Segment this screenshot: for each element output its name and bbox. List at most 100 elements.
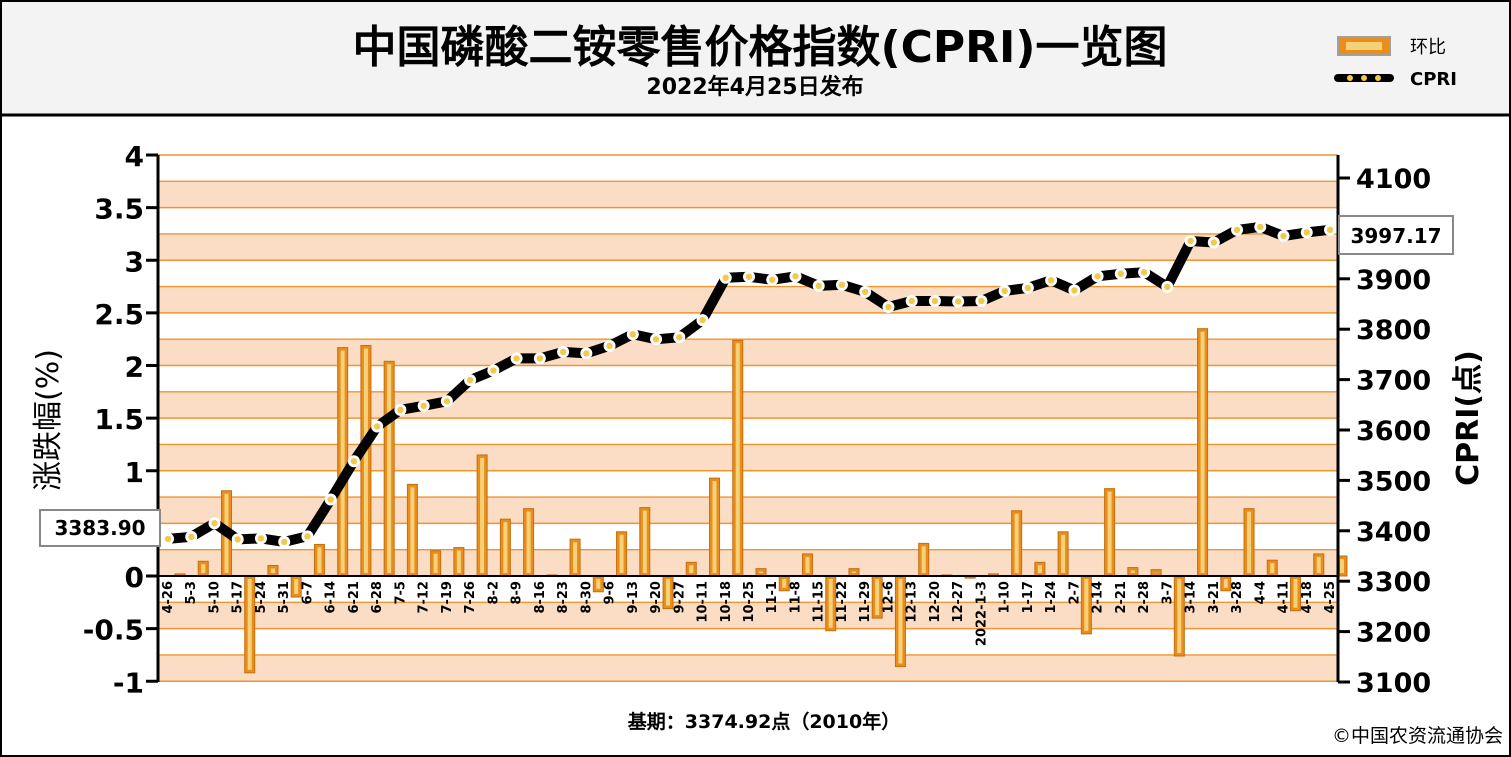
cpri-point	[792, 273, 799, 280]
category-label: 10-18	[719, 581, 734, 623]
bar-highlight	[689, 565, 694, 573]
category-label: 3-28	[1230, 581, 1245, 614]
bar-highlight	[805, 556, 810, 573]
cpri-point	[373, 423, 381, 430]
cpri-point	[908, 297, 915, 305]
y-right-title: CPRI(点)	[1451, 350, 1486, 486]
category-label: 7-19	[440, 581, 455, 614]
category-label: 1-17	[1021, 581, 1036, 614]
category-label: 3-14	[1184, 581, 1199, 614]
bar-highlight	[666, 579, 671, 606]
legend: 环比 CPRI	[1334, 36, 1457, 90]
cpri-point	[559, 348, 567, 356]
legend-bar-label: 环比	[1410, 37, 1446, 58]
category-label: 1-10	[998, 581, 1013, 614]
y-right-tick-label: 4100	[1356, 164, 1431, 195]
bar-highlight	[340, 350, 345, 573]
category-label: 2-28	[1137, 581, 1152, 614]
cpri-point	[350, 458, 358, 465]
bar-highlight	[1200, 331, 1205, 573]
category-label: 2-7	[1067, 581, 1082, 605]
category-label: 9-13	[626, 581, 641, 614]
cpri-point	[1280, 232, 1287, 240]
header-panel	[2, 2, 1509, 115]
category-label: 6-21	[347, 581, 362, 614]
y-right-tick-label: 3200	[1356, 618, 1431, 649]
y-left-tick-label: 1	[125, 456, 144, 489]
category-label: 2-21	[1114, 581, 1129, 614]
cpri-point	[1233, 226, 1241, 234]
cpri-point	[397, 406, 404, 414]
bar-highlight	[526, 511, 531, 573]
cpri-point	[1257, 223, 1264, 231]
bar-highlight	[1247, 511, 1252, 573]
callout-left-box	[39, 509, 161, 547]
category-label: 7-26	[463, 581, 478, 614]
cpri-point	[490, 367, 497, 374]
category-label: 11-29	[858, 581, 873, 623]
bar-highlight	[294, 579, 299, 595]
bar-highlight	[759, 571, 763, 573]
legend-bar-swatch-core	[1346, 42, 1382, 50]
cpri-point	[629, 331, 636, 338]
bar-highlight	[875, 579, 880, 616]
callout-right-box	[1338, 215, 1454, 255]
category-label: 9-27	[672, 581, 687, 614]
legend-line-label: CPRI	[1410, 69, 1457, 90]
legend-line-marker	[1361, 75, 1367, 81]
bar-highlight	[433, 553, 438, 573]
cpri-point	[211, 520, 218, 527]
cpri-point	[676, 334, 683, 341]
bar-highlight	[619, 534, 624, 573]
category-label: 11-22	[835, 581, 850, 623]
bar-highlight	[712, 481, 717, 573]
bar-highlight	[410, 487, 415, 573]
cpri-point	[838, 281, 846, 289]
chart-title: 中国磷酸二铵零售价格指数(CPRI)一览图	[352, 22, 1167, 73]
category-labels: 4-26 5-3 5-10 5-17 5-24 5-31 6-7 6-14 6-21 6-28 7-…	[161, 581, 1338, 646]
cpri-point	[234, 536, 241, 543]
plot-band	[158, 286, 1338, 313]
y-left-tick-label: 0	[125, 561, 144, 594]
cpri-point	[954, 298, 962, 305]
category-label: 3-21	[1207, 581, 1222, 614]
category-label: 8-16	[533, 581, 548, 614]
cpri-point	[257, 535, 265, 542]
category-label: 12-6	[881, 581, 896, 614]
category-label: 7-5	[393, 581, 408, 605]
y-right-tick-label: 3800	[1356, 315, 1431, 346]
cpri-point	[931, 297, 939, 305]
plot-band	[158, 339, 1338, 366]
base-period-note: 基期：3374.92点（2010年）	[627, 710, 900, 733]
cpri-point	[1326, 226, 1334, 234]
plot-band	[158, 181, 1338, 208]
bar-highlight	[201, 564, 206, 573]
bar-highlight	[851, 571, 856, 573]
category-label: 9-20	[649, 581, 664, 614]
category-label: 2-14	[1091, 581, 1106, 614]
bar-highlight	[1014, 513, 1019, 573]
category-label: 4-4	[1253, 581, 1268, 605]
category-label: 8-23	[556, 581, 571, 614]
cpri-point	[1140, 269, 1148, 276]
category-label: 5-3	[184, 581, 199, 605]
cpri-point	[443, 398, 451, 405]
category-label: 11-8	[788, 581, 803, 614]
y-right-tick-label: 3600	[1356, 416, 1431, 447]
cpri-point	[1303, 229, 1310, 236]
bar-highlight	[317, 547, 322, 573]
y-left-tick-label: 2.5	[94, 298, 144, 331]
plot-band	[158, 444, 1338, 471]
cpri-point	[862, 288, 869, 296]
cpri-point	[281, 538, 288, 546]
category-label: 9-6	[603, 581, 618, 605]
bar-highlight	[363, 348, 368, 573]
cpri-point	[466, 376, 474, 384]
legend-line-marker	[1347, 75, 1353, 81]
bar-highlight	[898, 579, 903, 664]
category-label: 3-7	[1160, 581, 1175, 605]
category-label: 7-12	[417, 581, 432, 614]
category-label: 11-15	[812, 581, 827, 623]
cpri-point	[652, 336, 660, 343]
